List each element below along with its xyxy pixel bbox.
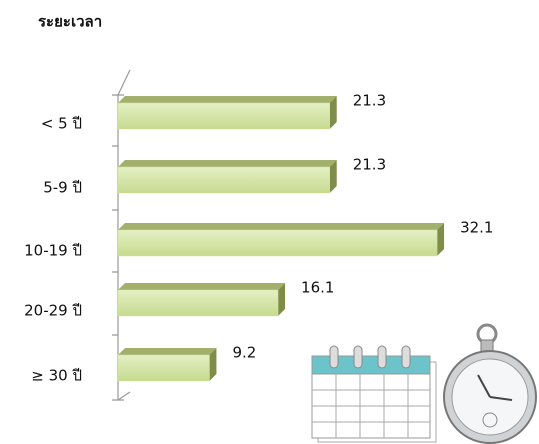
- y-tick-label: 5-9 ปี: [43, 179, 82, 197]
- bar-front: [118, 355, 209, 381]
- y-tick-label: 10-19 ปี: [24, 242, 82, 260]
- chart-title: ระยะเวลา: [38, 13, 102, 31]
- bar-front: [118, 167, 330, 193]
- y-tick-label: 20-29 ปี: [24, 302, 82, 320]
- value-label: 16.1: [301, 279, 334, 297]
- bar-front: [118, 230, 437, 256]
- value-label: 9.2: [232, 344, 256, 362]
- bar-top: [118, 96, 337, 103]
- bar-top: [118, 160, 337, 167]
- bar-top: [118, 283, 285, 290]
- bar-top: [118, 348, 216, 355]
- chart: ระยะเวลา 21.3 21.3 32.1 16.1 9.2 < 5 ปี 5-9 ป…: [0, 0, 539, 444]
- bar-front: [118, 103, 330, 129]
- bar: [118, 283, 285, 316]
- value-label: 21.3: [353, 156, 386, 174]
- stopwatch-clipart: [444, 325, 536, 443]
- bar: [118, 96, 337, 129]
- bar: [118, 160, 337, 193]
- bar-front: [118, 290, 278, 316]
- y-tick-label: < 5 ปี: [41, 115, 82, 133]
- bar-top: [118, 223, 444, 230]
- value-label: 21.3: [353, 92, 386, 110]
- bar: [118, 223, 444, 256]
- bar: [118, 348, 216, 381]
- value-label: 32.1: [460, 219, 493, 237]
- calendar-clipart: [312, 346, 436, 442]
- y-tick-label: ≥ 30 ปี: [31, 367, 82, 385]
